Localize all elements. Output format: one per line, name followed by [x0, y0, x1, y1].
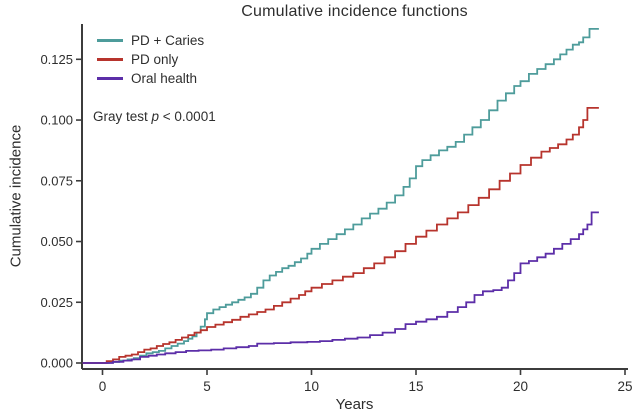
legend-line-swatch-red [97, 58, 123, 61]
y-tick-label: 0.100 [40, 113, 73, 128]
legend-item-pd-caries: PD + Caries [97, 31, 204, 50]
legend-label: PD + Caries [131, 33, 205, 48]
y-tick-label: 0.075 [40, 173, 73, 188]
x-tick-label: 0 [99, 379, 107, 394]
legend-item-pd-only: PD only [97, 50, 204, 69]
annotation-suffix: < 0.0001 [159, 109, 216, 124]
curve-oral-health [82, 211, 599, 364]
legend-item-oral-health: Oral health [97, 69, 204, 88]
annotation-prefix: Gray test [93, 109, 152, 124]
x-axis-title: Years [335, 396, 374, 413]
chart-title: Cumulative incidence functions [241, 3, 468, 20]
legend-line-swatch-purple [97, 77, 123, 80]
legend: PD + Caries PD only Oral health [97, 31, 204, 88]
curve-pd-caries [82, 28, 599, 364]
x-tick-label: 5 [203, 379, 211, 394]
x-tick-label: 20 [513, 379, 528, 394]
y-tick-label: 0.050 [40, 234, 73, 249]
annotation-p-symbol: p [151, 109, 160, 124]
legend-line-swatch-teal [97, 39, 123, 42]
y-tick-label: 0.125 [40, 52, 73, 67]
y-axis-title: Cumulative incidence [7, 124, 25, 268]
legend-label: Oral health [131, 71, 198, 86]
legend-label: PD only [131, 52, 179, 67]
gray-test-annotation: Gray test p < 0.0001 [93, 109, 216, 124]
x-tick-label: 15 [408, 379, 423, 394]
x-tick-label: 10 [304, 379, 319, 394]
y-tick-label: 0.025 [40, 295, 73, 310]
x-tick-label: 25 [617, 379, 632, 394]
curve-pd-only [82, 107, 599, 364]
y-tick-label: 0.000 [40, 356, 73, 371]
